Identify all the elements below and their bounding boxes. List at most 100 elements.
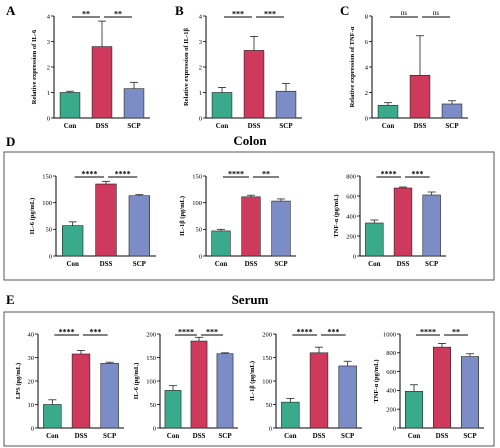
y-tick-label: 40 [28, 331, 35, 338]
bar-scp [271, 200, 291, 257]
y-tick-label: 100 [146, 378, 156, 385]
y-axis-label: Relative expression of IL-6 [31, 29, 38, 104]
y-axis-label: IL-1β (pg/mL) [249, 361, 256, 401]
significance-label: *** [411, 170, 423, 179]
x-tick-label-dss: DSS [248, 122, 261, 130]
y-tick-label: 10 [28, 402, 35, 409]
x-tick-label-dss: DSS [193, 432, 206, 440]
y-tick-label: 400 [346, 213, 356, 220]
x-tick-label-scp: SCP [445, 122, 459, 130]
y-tick-label: 150 [146, 355, 156, 362]
y-tick-label: 3 [199, 39, 202, 46]
x-tick-label-scp: SCP [341, 432, 355, 440]
significance-label: ** [452, 328, 460, 337]
bar-dss [409, 74, 431, 119]
y-axis-label: IL-1β (pg/mL) [179, 196, 186, 236]
x-tick-label-dss: DSS [245, 260, 258, 268]
y-tick-label: 50 [46, 227, 53, 234]
significance-label: ns [401, 9, 408, 17]
y-tick-label: 1 [199, 90, 202, 97]
significance-label: ** [262, 170, 270, 179]
x-tick-label-scp: SCP [425, 260, 439, 268]
bar-scp [441, 103, 463, 119]
serum-title: Serum [232, 292, 269, 307]
x-tick-label-dss: DSS [313, 432, 326, 440]
y-axis-label: IL-6 (pg/mL) [133, 363, 140, 400]
panel-letters: A B C D E [6, 3, 349, 307]
bar-dss [190, 340, 208, 429]
bar-con [211, 230, 231, 257]
x-tick-label-scp: SCP [103, 432, 117, 440]
bar-dss [243, 50, 265, 119]
y-axis-label: Relative expression of TNF-α [349, 26, 356, 107]
y-tick-label: 100 [262, 378, 272, 385]
charts: 0 1 2 3 4 Relative expression of IL-6 Con DSS SC… [15, 9, 484, 440]
x-tick-label-scp: SCP [133, 260, 147, 268]
significance-label: *** [89, 328, 101, 337]
significance-label: ** [114, 10, 122, 19]
y-axis-label: TNF-α (pg/mL) [333, 194, 340, 237]
bar-scp [100, 363, 119, 429]
x-tick-label-scp: SCP [218, 432, 232, 440]
bar-scp [216, 353, 234, 429]
y-tick-label: 2 [199, 64, 202, 71]
y-tick-label: 200 [262, 331, 272, 338]
y-tick-label: 800 [386, 350, 396, 357]
x-tick-label-con: Con [46, 432, 59, 440]
x-tick-label-con: Con [368, 260, 381, 268]
y-tick-label: 0 [199, 115, 202, 122]
significance-label: *** [206, 328, 218, 337]
panel-label-d: D [6, 134, 15, 149]
y-tick-label: 2 [365, 90, 368, 97]
bar-dss [71, 353, 91, 429]
bar-dss [95, 183, 117, 257]
y-tick-label: 4 [47, 13, 51, 20]
y-tick-label: 4 [365, 64, 369, 71]
y-tick-label: 50 [266, 402, 273, 409]
bar-con [377, 104, 399, 119]
x-tick-label-dss: DSS [397, 260, 410, 268]
chart-d1: 0 50 100 150 IL-6 (pg/mL) Con DSS SCP **** **** [29, 170, 156, 268]
significance-label: **** [81, 170, 97, 179]
bar-con [281, 401, 300, 429]
x-tick-label-con: Con [408, 432, 421, 440]
x-tick-label-con: Con [64, 122, 77, 130]
bar-scp [275, 90, 297, 119]
bar-dss [241, 196, 261, 257]
y-tick-label: 400 [386, 388, 396, 395]
y-tick-label: 150 [192, 173, 202, 180]
y-tick-label: 200 [146, 331, 156, 338]
y-tick-label: 6 [365, 39, 369, 46]
y-tick-label: 0 [49, 253, 52, 260]
bar-con [365, 222, 384, 257]
significance-label: *** [264, 10, 276, 19]
y-tick-label: 150 [262, 355, 272, 362]
y-axis-label: TNF-α (pg/mL) [373, 359, 380, 402]
y-tick-label: 800 [346, 173, 356, 180]
y-axis-label: LPS (pg/mL) [15, 363, 22, 399]
significance-label: **** [115, 170, 131, 179]
x-tick-label-dss: DSS [75, 432, 88, 440]
y-tick-label: 0 [199, 253, 202, 260]
x-tick-label-scp: SCP [279, 122, 293, 130]
bar-scp [338, 365, 357, 429]
y-tick-label: 50 [196, 227, 203, 234]
bar-dss [393, 187, 413, 257]
colon-title: Colon [233, 133, 267, 148]
significance-label: **** [228, 170, 244, 179]
y-tick-label: 0 [353, 253, 356, 260]
y-tick-label: 200 [346, 233, 356, 240]
significance-label: *** [327, 328, 339, 337]
x-tick-label-dss: DSS [414, 122, 427, 130]
bar-con [164, 390, 182, 429]
y-tick-label: 0 [269, 425, 272, 432]
x-tick-label-con: Con [216, 122, 229, 130]
y-tick-label: 4 [199, 13, 203, 20]
y-tick-label: 0 [393, 425, 396, 432]
bar-dss [309, 352, 329, 429]
x-tick-label-con: Con [66, 260, 79, 268]
y-tick-label: 20 [28, 378, 35, 385]
chart-e4: 0 200 400 600 800 1000 TNF-α (pg/mL) Con DSS SCP *… [373, 328, 484, 440]
